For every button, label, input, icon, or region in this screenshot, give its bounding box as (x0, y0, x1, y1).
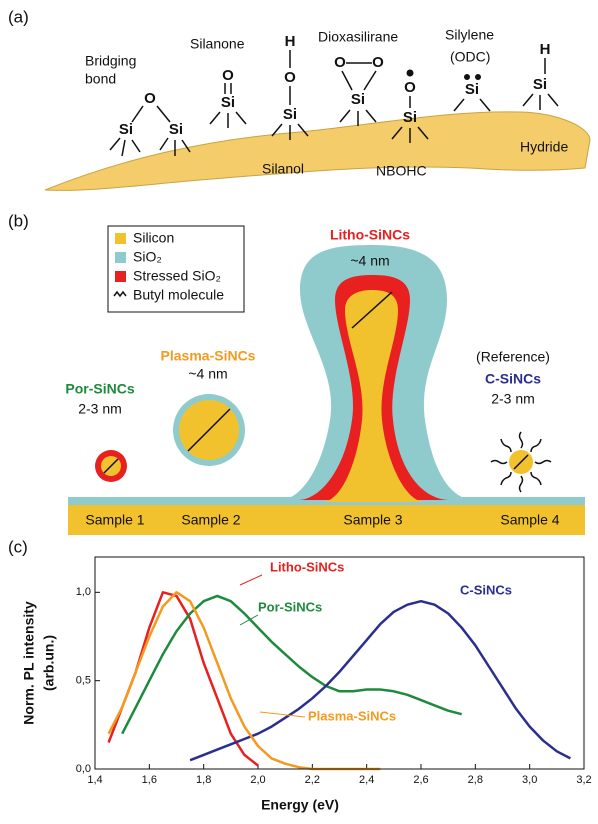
x-tick-label: 2,2 (305, 774, 320, 786)
site-label: Silanone (190, 36, 245, 52)
site-label: bond (85, 71, 116, 87)
x-tick-label: 2,8 (468, 774, 483, 786)
radical-dots (406, 69, 481, 80)
series-label: Litho-SiNCs (270, 559, 344, 574)
sample-name: Plasma-SiNCs (161, 348, 256, 364)
reference-note: (Reference) (476, 349, 550, 365)
y-axis-title: Norm. PL intensity (21, 601, 37, 725)
atom: O (334, 54, 346, 71)
atom: O (222, 67, 234, 84)
panel-label: (a) (8, 7, 29, 26)
site-label: Silanol (262, 161, 304, 177)
size-arrow (513, 454, 529, 470)
size-label: 2-3 nm (491, 391, 535, 407)
sample-name: Por-SiNCs (65, 381, 134, 397)
series-line (189, 599, 571, 762)
atom: Si (283, 106, 297, 123)
plot-frame (94, 556, 585, 770)
site-label: (ODC) (450, 49, 490, 65)
sample-label: Sample 1 (85, 512, 144, 528)
sample-label: Sample 4 (500, 512, 559, 528)
x-tick-label: 3,2 (576, 774, 591, 786)
x-tick-label: 1,6 (142, 774, 157, 786)
atom: O (404, 79, 416, 96)
x-tick-label: 3,0 (522, 774, 537, 786)
silicon-substrate (68, 505, 585, 535)
legend (107, 225, 245, 313)
sample-label: Sample 3 (343, 512, 402, 528)
atom: Si (403, 109, 417, 126)
atom: O (284, 69, 296, 86)
atom: H (540, 41, 551, 58)
legend-label: Stressed SiO₂ (133, 268, 221, 284)
atom: Si (221, 94, 235, 111)
site-label: Dioxasilirane (318, 29, 398, 45)
legend-swatch (115, 252, 126, 263)
size-arrow (351, 291, 393, 329)
site-label: Hydride (520, 139, 568, 155)
size-label: ~4 nm (188, 366, 227, 382)
size-label: ~4 nm (350, 253, 389, 269)
x-tick-label: 2,0 (250, 774, 265, 786)
y-tick-label: 0,0 (76, 763, 91, 775)
panel-label: (c) (8, 537, 28, 556)
atom: O (372, 54, 384, 71)
leader-line (239, 614, 259, 626)
site-label: Bridging (85, 53, 136, 69)
atom: Si (351, 91, 365, 108)
x-axis-title: Energy (eV) (261, 797, 339, 813)
legend-label: SiO₂ (133, 249, 162, 265)
sample-name: Litho-SiNCs (330, 227, 410, 243)
leader-line (259, 711, 306, 718)
series-label: C-SiNCs (460, 582, 512, 597)
size-arrow (187, 408, 231, 452)
silicon-core (322, 290, 425, 502)
atom: Si (465, 81, 479, 98)
site-label: Silylene (445, 27, 494, 43)
size-arrow (103, 458, 119, 474)
sample-name: C-SiNCs (485, 371, 541, 387)
butyl-chains (490, 431, 552, 493)
legend-label: Silicon (133, 230, 174, 246)
legend-label: Butyl molecule (133, 287, 224, 303)
series-line (121, 594, 463, 735)
x-tick-label: 1,8 (196, 774, 211, 786)
legend-swatch (115, 233, 126, 244)
y-tick-label: 1,0 (76, 586, 91, 598)
y-axis-title: (arb.un.) (41, 635, 57, 691)
bonds (109, 50, 559, 157)
atom: Si (533, 76, 547, 93)
x-tick-label: 2,4 (359, 774, 374, 786)
series-line (107, 591, 259, 767)
atom: H (285, 33, 296, 50)
sample-label: Sample 2 (181, 512, 240, 528)
oxide-layer (68, 497, 585, 505)
size-label: 2-3 nm (78, 401, 122, 417)
atom: Si (119, 121, 133, 138)
atom: Si (169, 121, 183, 138)
y-tick-label: 0,5 (76, 675, 91, 687)
panel-label: (b) (8, 211, 29, 230)
series-label: Por-SiNCs (258, 599, 322, 614)
legend-swatch (115, 271, 126, 282)
site-label: NBOHC (376, 163, 427, 179)
leader-line (239, 574, 263, 586)
series-label: Plasma-SiNCs (308, 708, 396, 723)
x-tick-label: 1,4 (87, 774, 102, 786)
surface (44, 111, 591, 191)
atom: O (144, 90, 156, 107)
legend-swatch (113, 290, 127, 298)
x-tick-label: 2,6 (413, 774, 428, 786)
